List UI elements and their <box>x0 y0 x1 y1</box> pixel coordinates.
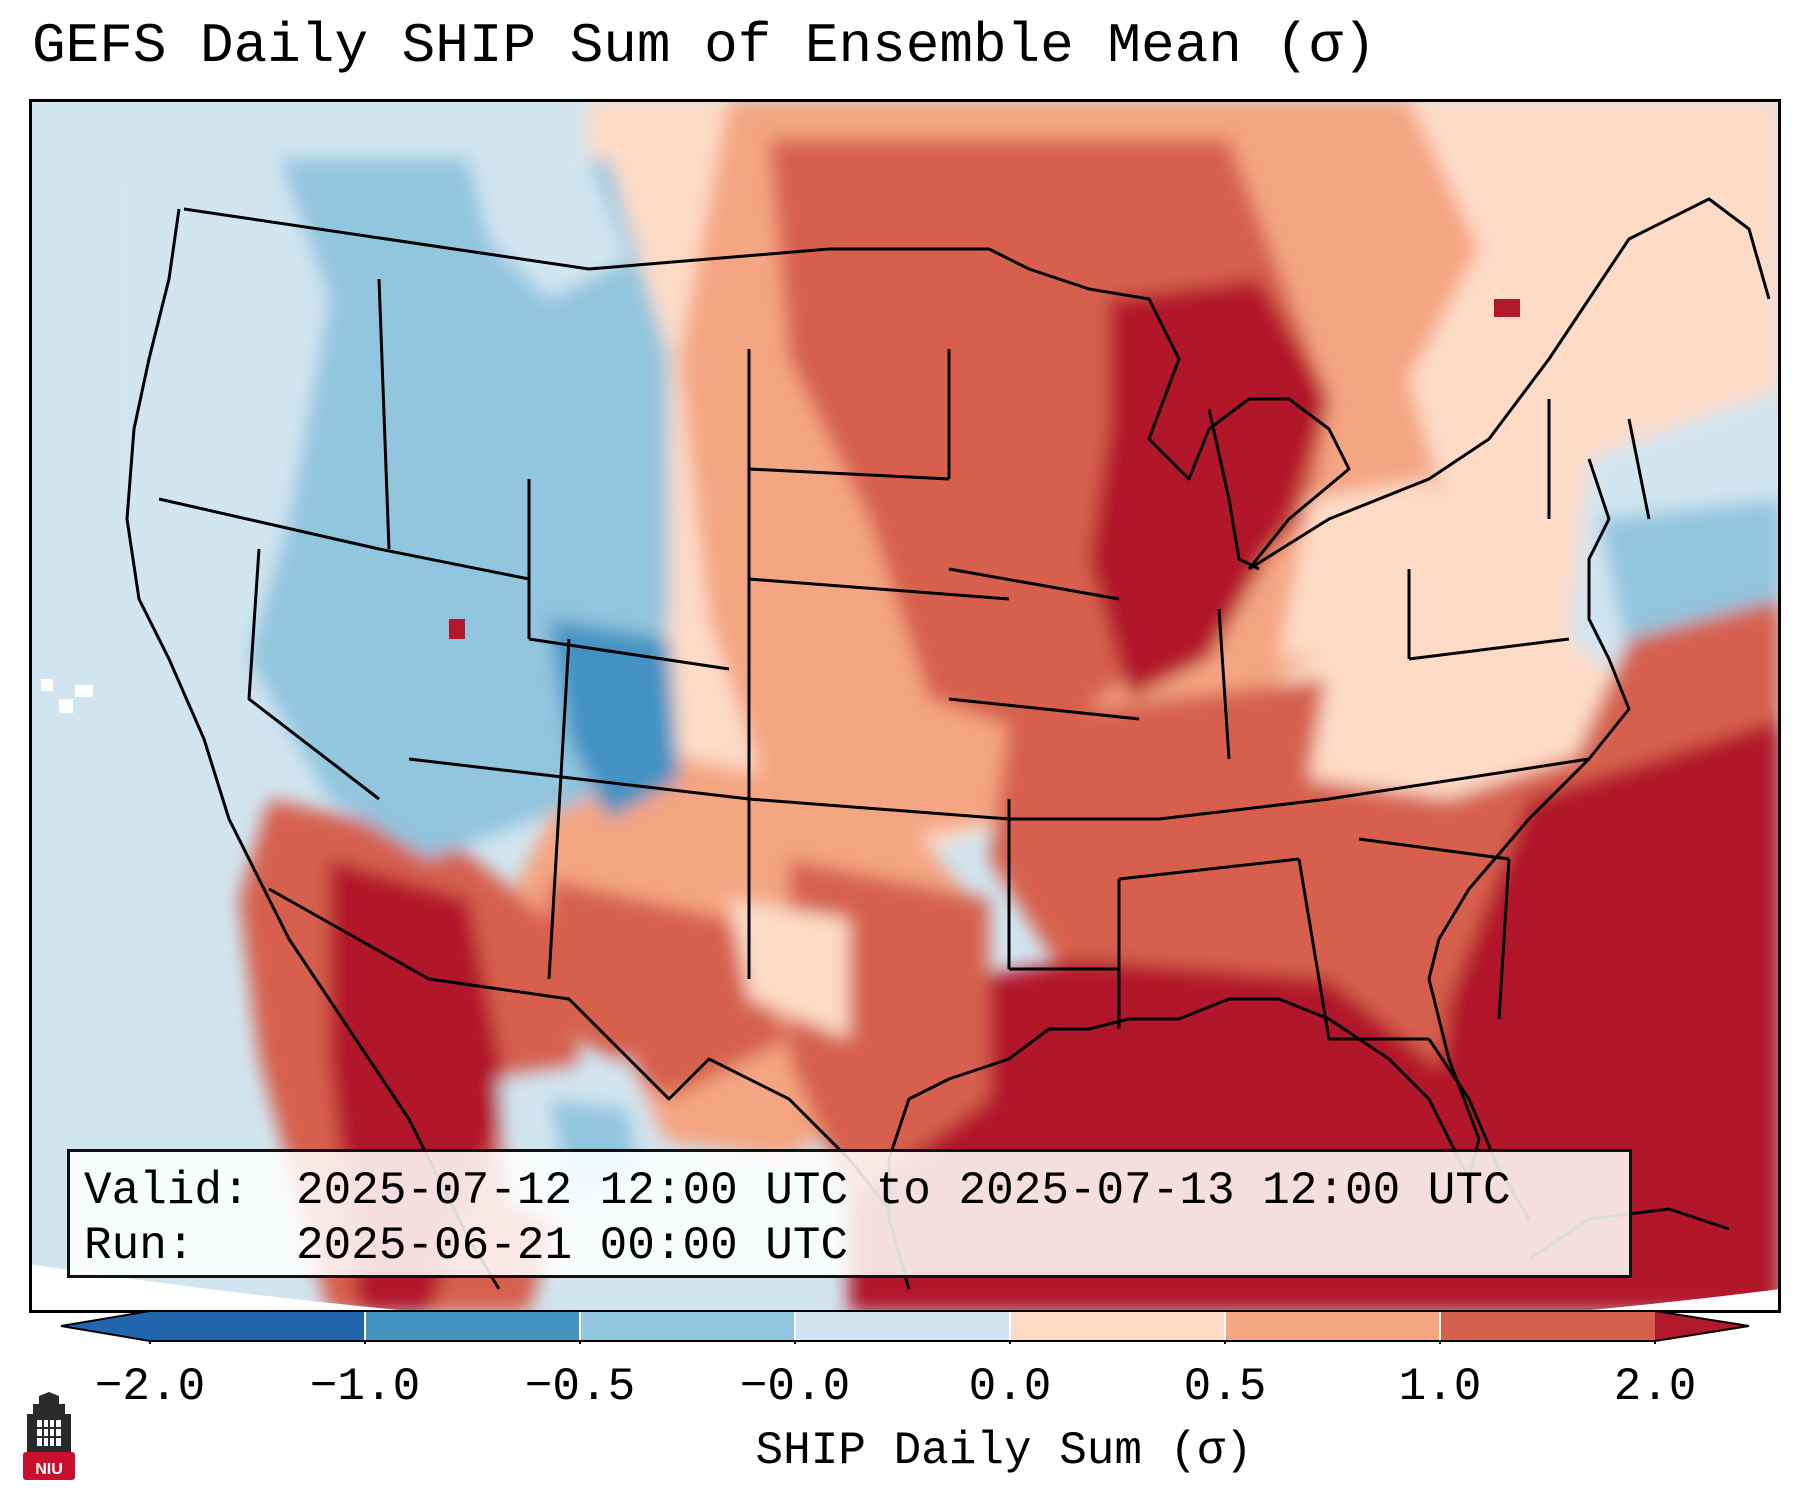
colorbar-tick-label: −0.0 <box>739 1361 851 1413</box>
colorbar-tick-label: 0.5 <box>1183 1361 1267 1413</box>
colorbar-extend-high <box>1655 1311 1749 1341</box>
borders <box>125 197 1771 1290</box>
run-value: 2025-06-21 00:00 UTC <box>296 1220 849 1272</box>
ship-field <box>29 99 1781 1313</box>
colorbar-tick-label: −0.5 <box>524 1361 636 1413</box>
chart-title: GEFS Daily SHIP Sum of Ensemble Mean (σ) <box>32 14 1377 78</box>
colorbar-segment <box>1440 1311 1655 1341</box>
colorbar-tick-label: 1.0 <box>1398 1361 1482 1413</box>
info-box: Valid: 2025-07-12 12:00 UTC to 2025-07-1… <box>67 1149 1632 1278</box>
colorbar-tick-label: 2.0 <box>1613 1361 1697 1413</box>
run-label: Run: <box>84 1220 195 1272</box>
niu-logo: NIU <box>21 1392 77 1482</box>
colorbar-segment <box>150 1311 365 1341</box>
colorbar <box>60 1310 1750 1344</box>
colorbar-segment <box>795 1311 1010 1341</box>
colorbar-extend-low <box>61 1311 150 1341</box>
valid-value: 2025-07-12 12:00 UTC to 2025-07-13 12:00… <box>296 1165 1511 1217</box>
colorbar-tick-label: 0.0 <box>968 1361 1052 1413</box>
colorbar-segment <box>365 1311 580 1341</box>
ship-map <box>29 99 1781 1313</box>
map-panel <box>29 99 1781 1313</box>
colorbar-segment <box>580 1311 795 1341</box>
valid-row: Valid: 2025-07-12 12:00 UTC to 2025-07-1… <box>84 1164 1615 1219</box>
colorbar-tick-label: −2.0 <box>94 1361 206 1413</box>
colorbar-segment <box>1010 1311 1225 1341</box>
colorbar-label: SHIP Daily Sum (σ) <box>755 1425 1253 1477</box>
colorbar-tick-label: −1.0 <box>309 1361 421 1413</box>
niu-logo-icon <box>23 1392 75 1480</box>
run-row: Run: 2025-06-21 00:00 UTC <box>84 1219 1615 1274</box>
valid-label: Valid: <box>84 1165 250 1217</box>
niu-logo-text: NIU <box>35 1461 63 1478</box>
colorbar-segment <box>1225 1311 1440 1341</box>
